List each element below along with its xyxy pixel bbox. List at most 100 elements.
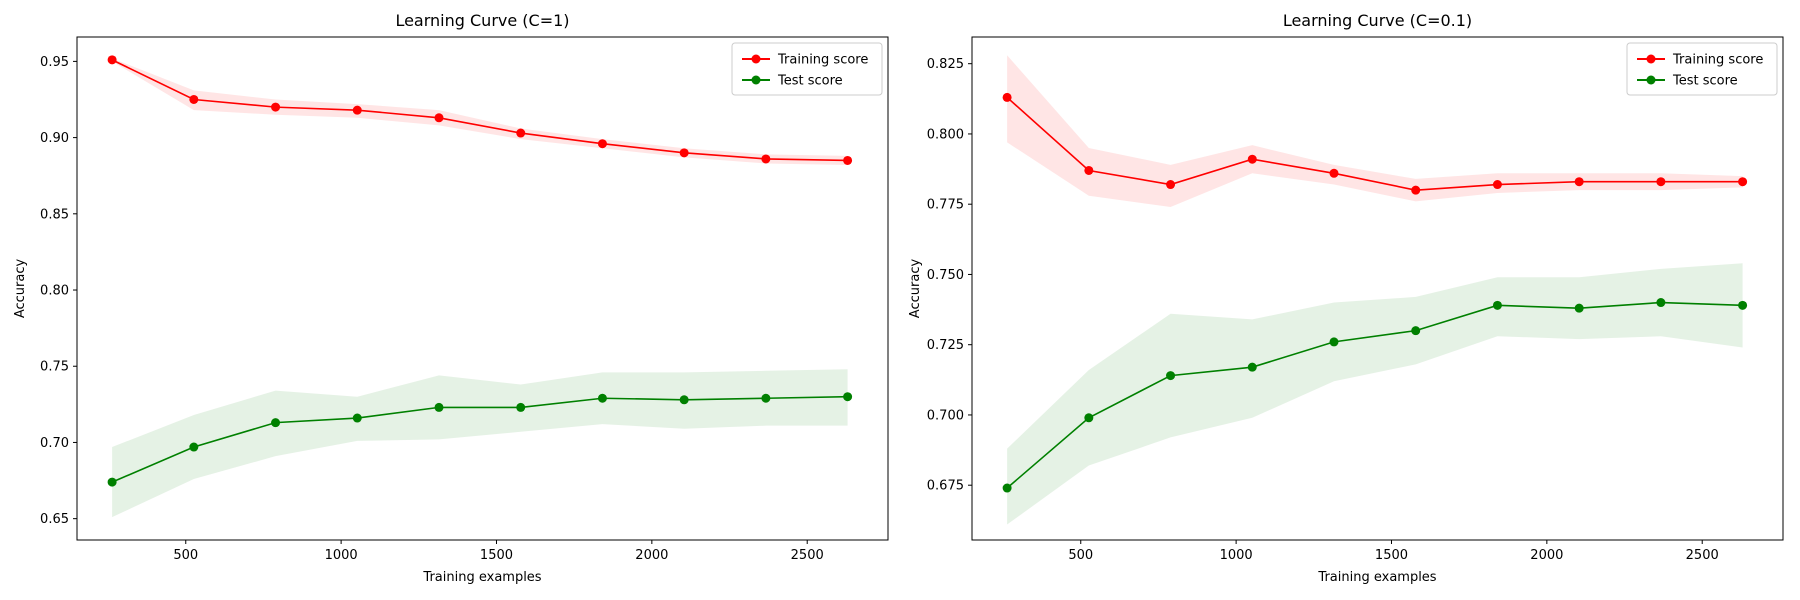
y-tick-label: 0.65 — [40, 512, 69, 527]
training-score-band — [1007, 55, 1743, 208]
test-score-point — [679, 395, 689, 405]
tick-marks — [968, 63, 1703, 544]
training-score-point — [107, 55, 117, 65]
plot-frame — [76, 36, 889, 541]
training-score-point — [1738, 177, 1748, 187]
training-score-point — [352, 105, 362, 115]
x-tick-label: 500 — [1068, 548, 1093, 563]
legend-entry-test: Test score — [1637, 74, 1738, 89]
x-tick-label: 2500 — [1686, 548, 1719, 563]
test-score-point — [1656, 298, 1666, 308]
series-lines — [111, 59, 848, 483]
x-axis-label: Training examples — [1317, 570, 1436, 585]
legend-swatch-marker — [751, 54, 761, 64]
legend-swatch-marker — [1646, 54, 1656, 64]
y-tick-label: 0.725 — [927, 338, 964, 353]
training-score-point — [1002, 92, 1012, 102]
x-tick-label: 1000 — [1220, 548, 1253, 563]
x-tick-label: 1500 — [480, 548, 513, 563]
test-score-point — [1166, 371, 1176, 381]
training-score-point — [1084, 165, 1094, 175]
legend-label: Training score — [1672, 53, 1763, 68]
legend-label: Test score — [1672, 74, 1738, 89]
training-score-line — [1006, 96, 1743, 191]
test-score-point — [1574, 303, 1584, 313]
y-tick-label: 0.800 — [927, 127, 964, 142]
test-score-point — [1002, 483, 1012, 493]
legend-label: Training score — [777, 53, 868, 68]
training-score-point — [679, 148, 689, 158]
test-score-point — [1329, 337, 1339, 347]
y-tick-label: 0.700 — [927, 408, 964, 423]
test-score-point — [1411, 326, 1421, 336]
y-tick-labels: 0.65 0.70 0.75 0.80 0.85 0.90 0.95 — [40, 55, 69, 527]
test-score-point — [516, 402, 526, 412]
training-score-point — [434, 113, 444, 123]
y-tick-labels: 0.675 0.700 0.725 0.750 0.775 0.800 0.825 — [927, 57, 964, 494]
test-score-point — [271, 418, 281, 428]
chart-title: Learning Curve (C=0.1) — [1283, 11, 1472, 30]
test-score-point — [1084, 413, 1094, 423]
y-tick-label: 0.70 — [40, 436, 69, 451]
training-score-point — [597, 139, 607, 149]
legend-box — [1626, 42, 1778, 96]
y-tick-label: 0.825 — [927, 57, 964, 72]
y-axis-label: Accuracy — [13, 259, 28, 319]
training-score-point — [761, 154, 771, 164]
legend: Training score Test score — [1626, 42, 1778, 96]
test-score-point — [189, 442, 199, 452]
training-score-point — [516, 128, 526, 138]
training-score-point — [1247, 154, 1257, 164]
tick-marks — [73, 60, 808, 544]
y-axis-label: Accuracy — [908, 259, 923, 319]
training-score-point — [1411, 185, 1421, 195]
training-score-point — [189, 94, 199, 104]
chart-panel-c1: 500 1000 1500 2000 2500 0.65 0.70 0.75 0.80 0.85… — [13, 11, 889, 585]
test-score-point — [597, 393, 607, 403]
legend-box — [731, 42, 883, 96]
x-tick-label: 2000 — [1530, 548, 1563, 563]
y-tick-label: 0.90 — [40, 131, 69, 146]
test-score-band — [112, 369, 848, 518]
training-score-point — [271, 102, 281, 112]
y-tick-label: 0.75 — [40, 360, 69, 375]
plot-frame — [971, 36, 1784, 541]
legend-entry-training: Training score — [742, 53, 868, 68]
training-score-point — [1574, 177, 1584, 187]
test-score-line — [111, 395, 848, 483]
y-tick-label: 0.95 — [40, 55, 69, 70]
x-tick-label: 2500 — [791, 548, 824, 563]
test-score-point — [107, 477, 117, 487]
test-score-point — [1492, 300, 1502, 310]
x-tick-label: 2000 — [635, 548, 668, 563]
series-points — [107, 55, 853, 487]
training-score-point — [1166, 180, 1176, 190]
training-score-point — [1329, 168, 1339, 178]
x-tick-label: 1000 — [325, 548, 358, 563]
test-score-band — [1007, 263, 1743, 525]
legend: Training score Test score — [731, 42, 883, 96]
training-score-point — [843, 155, 853, 165]
chart-title: Learning Curve (C=1) — [395, 11, 569, 30]
test-score-line — [1006, 301, 1743, 489]
x-tick-label: 500 — [173, 548, 198, 563]
training-score-band — [112, 58, 848, 166]
test-score-point — [1738, 300, 1748, 310]
x-tick-labels: 500 1000 1500 2000 2500 — [1068, 548, 1718, 563]
legend-label: Test score — [777, 74, 843, 89]
x-tick-labels: 500 1000 1500 2000 2500 — [173, 548, 823, 563]
y-tick-label: 0.775 — [927, 198, 964, 213]
legend-swatch-marker — [751, 75, 761, 85]
y-tick-label: 0.750 — [927, 268, 964, 283]
training-score-point — [1656, 177, 1666, 187]
test-score-point — [761, 393, 771, 403]
test-score-point — [843, 392, 853, 402]
confidence-bands — [1007, 55, 1743, 525]
y-tick-label: 0.675 — [927, 479, 964, 494]
test-score-point — [434, 402, 444, 412]
confidence-bands — [112, 58, 848, 518]
x-axis-label: Training examples — [422, 570, 541, 585]
series-points — [1002, 92, 1748, 493]
